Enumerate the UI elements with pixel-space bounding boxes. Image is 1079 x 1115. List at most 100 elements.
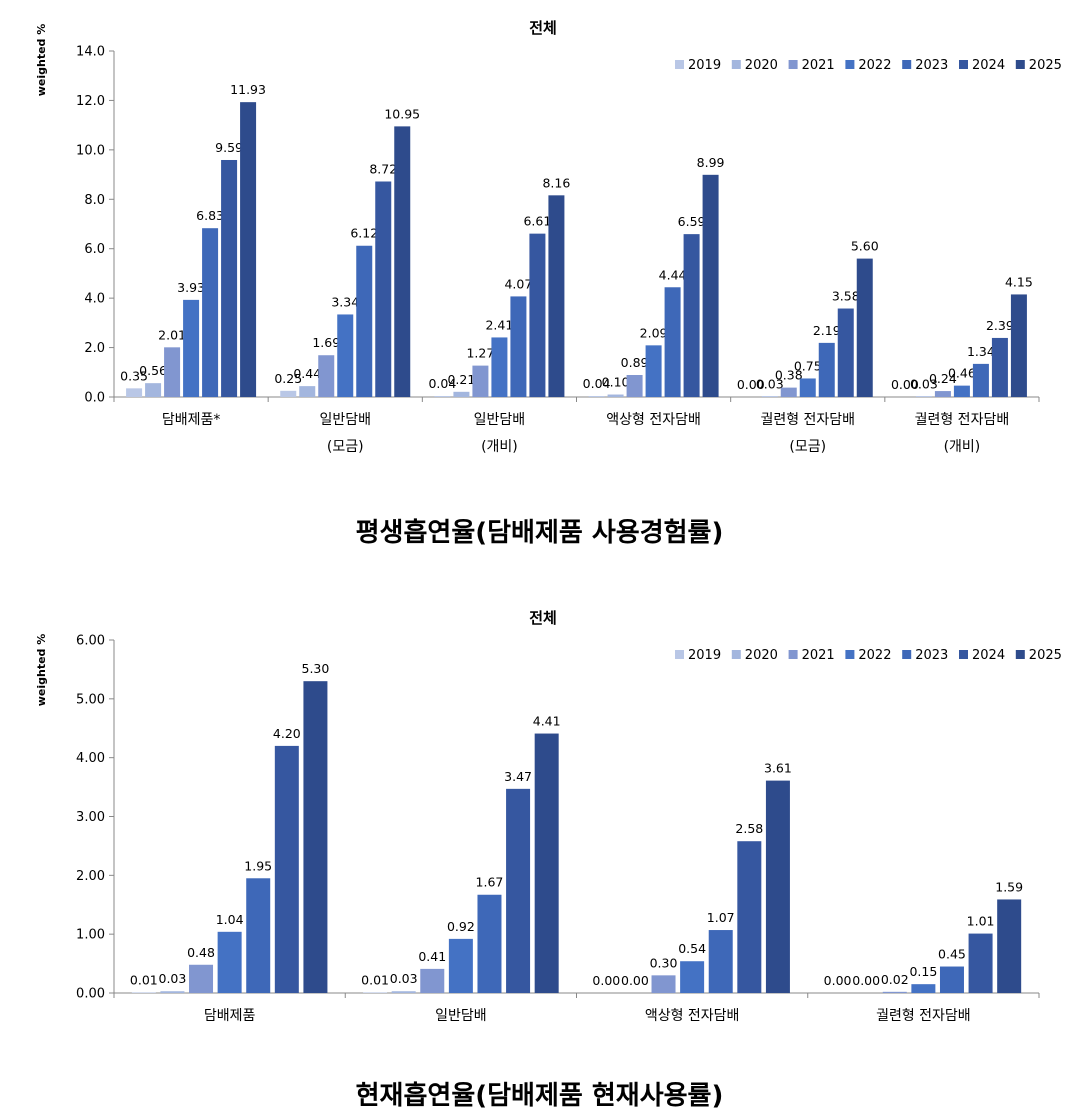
lifetime-data-label: 0.35	[120, 368, 148, 383]
lifetime-data-label: 0.04	[428, 376, 456, 391]
current-y-axis-label: weighted %	[35, 634, 48, 707]
lifetime-bar	[588, 396, 605, 397]
current-data-label: 3.61	[764, 761, 792, 776]
lifetime-bar	[337, 314, 354, 397]
current-legend-swatch	[788, 650, 798, 659]
lifetime-bar	[434, 396, 451, 397]
lifetime-x-tick-label: 궐련형 전자담배	[915, 412, 1010, 428]
lifetime-data-label: 8.16	[542, 175, 570, 190]
current-data-label: 0.54	[678, 941, 706, 956]
lifetime-legend-swatch	[1015, 60, 1025, 69]
lifetime-bar	[1010, 294, 1027, 397]
lifetime-smoking-chart: 전체 weighted % 0.0 2.0 4.0 6.0 8.0 10.0 12.0 14.0 담…	[35, 19, 1062, 455]
lifetime-data-label: 1.34	[967, 344, 995, 359]
lifetime-data-label: 6.83	[196, 208, 224, 223]
lifetime-data-label: 3.58	[832, 289, 860, 304]
current-data-label: 0.30	[650, 955, 678, 970]
lifetime-data-label: 4.15	[1005, 274, 1033, 289]
current-bar	[506, 788, 531, 993]
lifetime-bar	[915, 396, 932, 397]
current-data-label: 0.00	[621, 973, 649, 988]
lifetime-data-label: 2.01	[158, 327, 186, 342]
current-data-label: 0.00	[824, 973, 852, 988]
lifetime-bar	[972, 363, 989, 397]
lifetime-data-label: 0.89	[621, 355, 649, 370]
lifetime-bar	[145, 383, 162, 397]
lifetime-legend-swatch	[902, 60, 912, 69]
lifetime-bar	[240, 102, 257, 397]
lifetime-bar	[664, 287, 681, 397]
lifetime-bar	[126, 388, 143, 397]
lifetime-bar	[472, 365, 489, 397]
lifetime-x-tick-label: (모금)	[789, 439, 826, 455]
current-legend-label: 2021	[802, 648, 835, 663]
lifetime-data-label: 6.61	[523, 214, 551, 229]
lifetime-x-tick-label: (모금)	[327, 439, 364, 455]
lifetime-legend-label: 2021	[802, 58, 835, 73]
current-bar	[160, 991, 185, 993]
lifetime-bar	[683, 234, 700, 397]
lifetime-data-label: 0.38	[775, 368, 803, 383]
current-bar	[477, 894, 502, 993]
current-bar	[303, 681, 328, 993]
lifetime-y-tick-label: 0.0	[84, 391, 105, 406]
lifetime-data-label: 0.04	[583, 376, 611, 391]
current-bar	[882, 991, 907, 993]
lifetime-x-tick-label: 궐련형 전자담배	[760, 412, 855, 428]
current-bar	[737, 841, 762, 993]
current-y-tick-label: 3.00	[76, 810, 105, 825]
current-x-tick-label: 담배제품	[204, 1008, 256, 1024]
current-data-label: 1.01	[967, 914, 995, 929]
current-legend-swatch	[675, 650, 684, 659]
current-data-label: 0.00	[852, 973, 880, 988]
current-data-label: 4.41	[533, 714, 561, 729]
lifetime-data-label: 1.27	[466, 346, 494, 361]
current-bar	[680, 961, 705, 993]
lifetime-y-tick-label: 14.0	[76, 45, 105, 60]
current-data-label: 0.15	[909, 964, 937, 979]
lifetime-bar	[164, 347, 181, 397]
lifetime-bar	[356, 245, 373, 397]
lifetime-data-label: 3.34	[331, 294, 359, 309]
lifetime-bar	[491, 337, 508, 397]
lifetime-bar	[221, 159, 238, 397]
current-legend-label: 2024	[972, 648, 1005, 663]
current-data-label: 0.03	[390, 971, 418, 986]
lifetime-bar	[799, 378, 816, 397]
lifetime-data-label: 3.93	[177, 280, 205, 295]
current-bar	[448, 938, 473, 993]
lifetime-legend-swatch	[845, 60, 855, 69]
current-legend-label: 2025	[1029, 648, 1062, 663]
lifetime-x-tick-label: 일반담배	[319, 412, 371, 428]
lifetime-data-label: 2.39	[986, 318, 1014, 333]
current-data-label: 2.58	[735, 821, 763, 836]
lifetime-data-label: 0.03	[756, 376, 784, 391]
lifetime-data-label: 2.09	[640, 325, 668, 340]
current-bar	[217, 931, 242, 993]
lifetime-bar	[607, 394, 624, 397]
lifetime-bar	[761, 396, 778, 397]
current-data-label: 1.67	[476, 875, 504, 890]
lifetime-bar	[837, 308, 854, 397]
current-legend-label: 2023	[915, 648, 948, 663]
lifetime-bar	[991, 337, 1008, 397]
current-data-label: 1.95	[244, 858, 272, 873]
lifetime-data-label: 1.69	[312, 335, 340, 350]
lifetime-x-tick-label: 담배제품*	[162, 412, 221, 428]
lifetime-bar	[183, 299, 200, 397]
current-x-tick-label: 궐련형 전자담배	[876, 1008, 971, 1024]
current-legend-swatch	[959, 650, 968, 659]
lifetime-bar	[394, 126, 411, 397]
lifetime-data-label: 0.21	[447, 372, 475, 387]
lifetime-data-label: 0.00	[891, 377, 919, 392]
lifetime-legend-label: 2020	[745, 58, 778, 73]
current-legend-swatch	[1015, 650, 1025, 659]
lifetime-data-label: 4.07	[504, 276, 532, 291]
current-data-label: 1.07	[707, 910, 735, 925]
lifetime-bar	[548, 195, 565, 397]
current-smoking-caption: 현재흡연율(담배제품 현재사용률)	[355, 1081, 724, 1111]
lifetime-data-label: 8.72	[369, 161, 397, 176]
current-legend-label: 2019	[688, 648, 721, 663]
lifetime-data-label: 0.56	[139, 363, 167, 378]
current-x-tick-label: 액상형 전자담배	[645, 1008, 740, 1024]
